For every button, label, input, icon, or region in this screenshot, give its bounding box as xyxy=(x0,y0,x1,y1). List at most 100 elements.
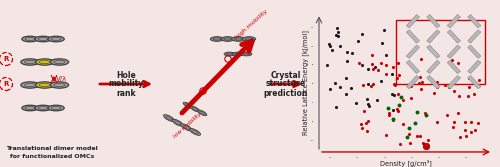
Point xyxy=(343,59,351,62)
Point xyxy=(390,94,398,96)
Point xyxy=(448,126,456,129)
Point xyxy=(364,83,372,86)
Point xyxy=(376,79,384,82)
Point xyxy=(389,118,397,121)
FancyBboxPatch shape xyxy=(406,60,420,74)
Point xyxy=(357,122,365,125)
Point xyxy=(462,121,469,124)
Point xyxy=(464,94,472,97)
Point xyxy=(382,63,390,66)
Point xyxy=(416,134,424,137)
Text: for functionalized OMCs: for functionalized OMCs xyxy=(10,154,94,159)
Point xyxy=(418,80,426,83)
Point xyxy=(372,66,380,68)
FancyBboxPatch shape xyxy=(447,60,460,74)
Point xyxy=(393,108,401,111)
FancyBboxPatch shape xyxy=(426,45,440,58)
Ellipse shape xyxy=(36,82,54,88)
Point xyxy=(454,111,462,114)
FancyBboxPatch shape xyxy=(468,75,481,89)
Point xyxy=(417,58,425,61)
Ellipse shape xyxy=(198,110,207,116)
Point xyxy=(355,61,363,64)
Point xyxy=(390,66,398,69)
Ellipse shape xyxy=(190,106,200,112)
Text: R: R xyxy=(4,81,8,87)
Point xyxy=(394,110,402,112)
Point xyxy=(412,135,420,137)
FancyBboxPatch shape xyxy=(447,75,460,89)
Ellipse shape xyxy=(21,82,39,88)
Point xyxy=(382,54,390,57)
Point xyxy=(342,77,350,79)
Point xyxy=(358,32,366,35)
Point xyxy=(352,102,360,104)
Point xyxy=(358,64,366,66)
Point xyxy=(397,96,405,99)
Point xyxy=(342,93,350,95)
Point xyxy=(392,77,400,79)
Point xyxy=(363,97,371,100)
Ellipse shape xyxy=(35,36,51,42)
Text: high mobility: high mobility xyxy=(235,8,269,40)
Point xyxy=(470,93,478,95)
Point xyxy=(434,86,442,88)
Point xyxy=(466,77,473,80)
Point xyxy=(358,83,366,86)
Point xyxy=(444,86,452,88)
FancyBboxPatch shape xyxy=(468,60,481,74)
Point xyxy=(354,40,362,43)
Y-axis label: Relative Lattice Energy [kJ/mol]: Relative Lattice Energy [kJ/mol] xyxy=(302,30,310,135)
Point xyxy=(388,119,396,121)
FancyBboxPatch shape xyxy=(447,15,460,28)
Point xyxy=(406,142,414,145)
Text: low mobility: low mobility xyxy=(173,111,203,139)
Point xyxy=(334,35,342,37)
Point xyxy=(472,128,480,131)
Point xyxy=(474,121,482,124)
Text: mobility: mobility xyxy=(108,79,144,89)
Point xyxy=(368,84,376,87)
Point xyxy=(442,114,450,116)
FancyBboxPatch shape xyxy=(447,45,460,58)
Text: Translational dimer model: Translational dimer model xyxy=(6,146,98,151)
Point xyxy=(347,86,355,89)
Point xyxy=(475,78,483,81)
Ellipse shape xyxy=(210,37,224,41)
Ellipse shape xyxy=(221,37,234,41)
Point xyxy=(386,113,394,116)
Text: Hole: Hole xyxy=(116,70,136,79)
Point xyxy=(467,130,475,133)
Point xyxy=(332,82,340,85)
Point xyxy=(406,126,413,129)
Point xyxy=(419,141,427,144)
Point xyxy=(450,89,458,92)
Point xyxy=(424,139,432,142)
FancyBboxPatch shape xyxy=(468,30,481,43)
Point xyxy=(422,114,430,117)
Ellipse shape xyxy=(22,105,38,111)
Ellipse shape xyxy=(232,52,243,56)
Point xyxy=(450,121,458,124)
Ellipse shape xyxy=(224,52,235,56)
FancyBboxPatch shape xyxy=(447,30,460,43)
FancyBboxPatch shape xyxy=(406,75,420,89)
Point xyxy=(456,135,464,138)
Point xyxy=(388,72,396,75)
FancyBboxPatch shape xyxy=(406,15,420,28)
Point xyxy=(467,121,475,123)
FancyBboxPatch shape xyxy=(426,30,440,43)
Ellipse shape xyxy=(48,36,64,42)
Point xyxy=(364,105,372,108)
Point xyxy=(422,144,430,147)
Point xyxy=(396,142,404,145)
Ellipse shape xyxy=(35,105,51,111)
Point xyxy=(390,108,398,111)
Point xyxy=(442,84,450,87)
Point xyxy=(399,123,407,125)
Bar xyxy=(396,20,485,84)
Text: prediction: prediction xyxy=(264,89,308,98)
Point xyxy=(364,68,372,70)
Ellipse shape xyxy=(172,119,183,126)
Point xyxy=(373,99,381,101)
